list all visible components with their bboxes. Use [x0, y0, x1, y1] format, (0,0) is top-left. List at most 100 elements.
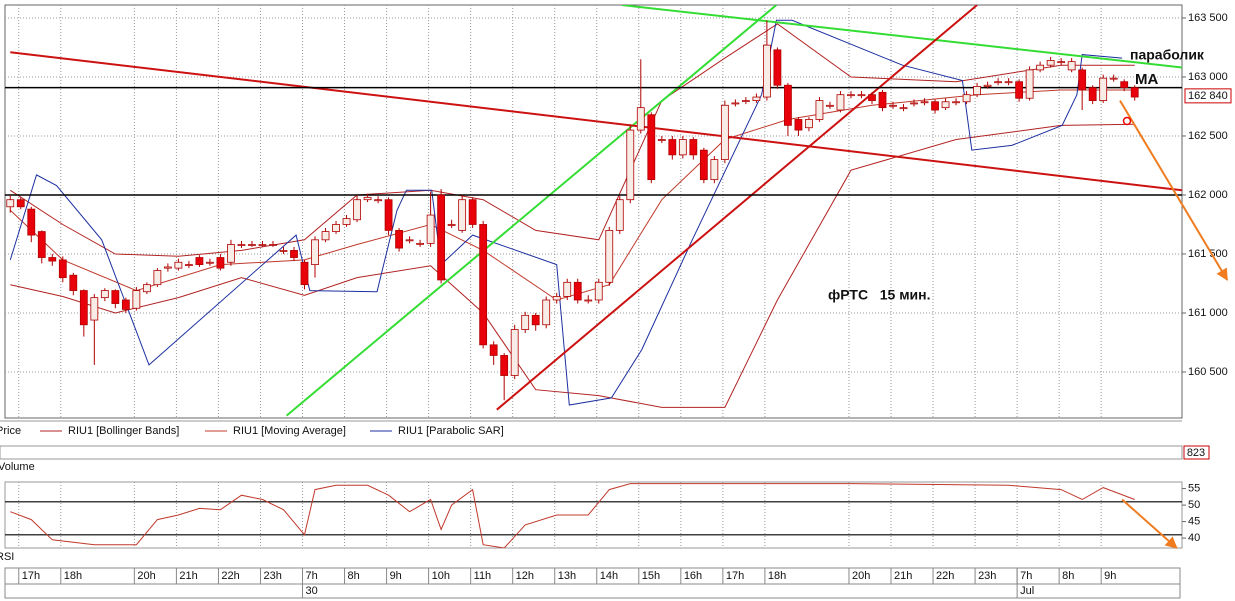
candle-body	[626, 129, 635, 201]
candle-body	[1046, 60, 1055, 66]
candle-body	[100, 290, 109, 299]
candle-body	[952, 101, 960, 104]
marker	[1122, 116, 1132, 126]
x-tick-label: 8h	[348, 570, 360, 582]
rsi-plot	[5, 482, 1182, 548]
x-tick-label: 7h	[1020, 570, 1032, 582]
x-tick-label: 21h	[894, 570, 912, 582]
candle-body	[195, 257, 204, 265]
candle-body	[353, 199, 361, 221]
y-tick-label: 162 000	[1188, 189, 1228, 201]
x-tick-label: 11h	[474, 570, 492, 582]
y-tick-label: 45	[1188, 516, 1200, 528]
legend-label: RIU1 [Parabolic SAR]	[398, 425, 504, 437]
candle-body	[111, 290, 120, 304]
forecast-arrow	[1119, 100, 1229, 281]
x-tick-label: 16h	[684, 570, 702, 582]
trend-line	[285, 5, 778, 417]
rsi-label: RSI	[0, 551, 14, 563]
candle-body	[899, 107, 908, 110]
candle-body	[6, 199, 15, 208]
x-tick-label: 22h	[936, 570, 954, 582]
candle-body	[552, 296, 561, 301]
candle-body	[983, 84, 992, 87]
candle-body	[395, 229, 403, 249]
candle-body	[1078, 69, 1087, 91]
candle-body	[258, 244, 267, 246]
candle-body	[16, 199, 25, 208]
candle-body	[269, 244, 277, 246]
candle-body	[237, 244, 246, 246]
x-tick-label: 18h	[768, 570, 786, 582]
x-tick-label: 17h	[726, 570, 744, 582]
candle-body	[458, 199, 467, 231]
candle-body	[920, 101, 929, 104]
candle-body	[889, 104, 897, 107]
overlay-line	[9, 19, 1123, 406]
x-tick-label: 8h	[1062, 570, 1074, 582]
x-tick-label: 14h	[600, 570, 618, 582]
price-panel	[4, 4, 1183, 419]
candle-body	[994, 81, 1002, 84]
candle-body	[762, 44, 771, 98]
candle-body	[185, 264, 193, 267]
time-axis-labels: 17h 18h 20h 21h 22h 23h 7h 8h 9h 10h 11h 12h 13h 14h 1…	[18, 568, 1116, 598]
volume-box	[1183, 445, 1210, 460]
rsi-panel	[4, 481, 1183, 549]
candle-body	[720, 104, 729, 160]
candle-body	[479, 224, 488, 346]
price-plot	[5, 5, 1182, 418]
last-price-box	[1184, 88, 1232, 104]
candle-body	[447, 224, 456, 226]
candle-body	[805, 119, 813, 129]
volume-panel	[0, 445, 1183, 460]
bollinger-lower	[10, 123, 1135, 408]
y-tick-label: 160 500	[1188, 366, 1228, 378]
legend: Price RIU1 [Bollinger Bands] RIU1 [Moving …	[0, 425, 504, 437]
candle-body	[584, 299, 593, 302]
candle-body	[668, 139, 677, 156]
y-tick-label: 50	[1188, 499, 1200, 511]
candle-body	[37, 231, 46, 258]
candle-body	[573, 281, 582, 301]
price-overlay: 163 500 163 000 162 500 162 000 161 500 161 0…	[1119, 12, 1232, 378]
x-tick-label: 23h	[978, 570, 996, 582]
candle-body	[836, 94, 845, 111]
candle-body	[1025, 69, 1034, 99]
candle-body	[962, 94, 971, 103]
legend-label: Price	[0, 425, 21, 437]
candle-body	[647, 114, 656, 181]
x-tick-label: 10h	[432, 570, 450, 582]
trend-line	[10, 51, 1182, 192]
candle-body	[752, 96, 761, 101]
candle-body	[594, 281, 603, 301]
y-tick-label: 161 000	[1188, 307, 1228, 319]
candle-body	[332, 224, 340, 232]
candle-body	[90, 297, 99, 321]
candle-body	[48, 257, 57, 262]
x-tick-label: 15h	[642, 570, 660, 582]
candle-body	[416, 242, 425, 245]
candle-body	[405, 239, 414, 242]
candle-body	[1057, 61, 1066, 64]
x-tick-label: 22h	[221, 570, 239, 582]
candle-body	[153, 270, 162, 286]
candle-body	[384, 199, 393, 231]
candle-body	[615, 199, 624, 231]
y-tick-label: 161 500	[1188, 248, 1228, 260]
x-tick-label: 9h	[1104, 570, 1116, 582]
x-tick-label: 12h	[516, 570, 534, 582]
x-tick-label: 17h	[22, 570, 40, 582]
candle-body	[973, 86, 981, 96]
candle-body	[941, 101, 950, 109]
candle-body	[636, 107, 645, 131]
x-tick-label: 13h	[558, 570, 576, 582]
candle-body	[857, 94, 866, 97]
candle-body	[510, 329, 519, 376]
y-tick-label: 55	[1188, 483, 1200, 495]
candle-body	[847, 94, 855, 97]
candle-body	[1015, 81, 1024, 99]
candle-body	[678, 139, 687, 156]
